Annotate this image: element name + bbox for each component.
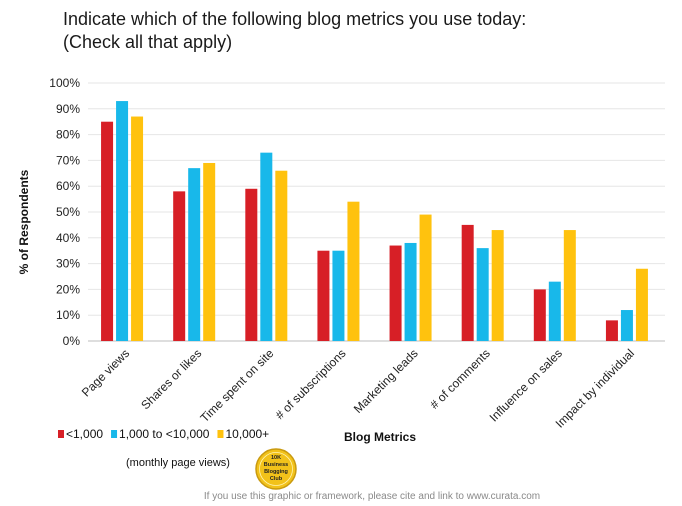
club-badge: 10K Business Blogging Club [255, 448, 297, 490]
bar [548, 281, 561, 341]
footer-credit: If you use this graphic or framework, pl… [204, 491, 540, 502]
bar [563, 230, 576, 341]
bar [188, 168, 201, 341]
y-tick-label: 50% [56, 205, 80, 219]
legend-label: 1,000 to <10,000 [119, 427, 210, 441]
bars [101, 101, 648, 341]
bar [605, 320, 618, 341]
x-tick-label: Time spent on site [198, 346, 277, 425]
badge-line-1: 10K [271, 455, 281, 461]
legend-swatch [111, 430, 118, 438]
x-tick-label: # of comments [427, 346, 493, 412]
y-axis-ticks: 0% 10% 20% 30% 40% 50% 60% 70% 80% 90% 100% [49, 76, 80, 348]
y-tick-label: 10% [56, 308, 80, 322]
bar [491, 230, 504, 341]
y-tick-label: 40% [56, 231, 80, 245]
bar [173, 191, 186, 341]
x-axis-title: Blog Metrics [344, 430, 416, 444]
bar [620, 310, 633, 341]
legend-label: 10,000+ [225, 427, 269, 441]
bar [131, 116, 144, 341]
chart-title-line-2: (Check all that apply) [63, 32, 232, 52]
legend: <1,000 1,000 to <10,000 10,000+ [58, 427, 269, 441]
badge-circle [255, 448, 297, 490]
bar [389, 245, 402, 341]
bar [101, 121, 114, 341]
bar [461, 224, 474, 341]
legend-label: <1,000 [66, 427, 103, 441]
y-tick-label: 30% [56, 257, 80, 271]
bar [116, 101, 129, 341]
x-tick-label: # of subscriptions [273, 346, 349, 422]
chart-title-line-1: Indicate which of the following blog met… [63, 9, 526, 29]
y-tick-label: 100% [49, 76, 80, 90]
legend-note: (monthly page views) [126, 457, 230, 469]
y-tick-label: 80% [56, 128, 80, 142]
x-tick-label: Marketing leads [351, 346, 421, 416]
bar [476, 248, 489, 341]
x-tick-label: Shares or likes [138, 346, 204, 412]
legend-swatch [217, 430, 224, 438]
bar [419, 214, 432, 341]
bar [332, 250, 345, 341]
badge-line-3: Blogging [264, 469, 288, 475]
x-tick-label: Influence on sales [487, 346, 565, 424]
badge-ring [259, 452, 293, 486]
bar [533, 289, 546, 341]
bar [245, 188, 258, 341]
bar [260, 152, 273, 341]
bar [275, 170, 288, 341]
chart-title: Indicate which of the following blog met… [63, 9, 526, 52]
bar [347, 201, 360, 341]
y-tick-label: 60% [56, 179, 80, 193]
badge-line-2: Business [264, 462, 288, 468]
badge-line-4: Club [270, 476, 283, 482]
x-tick-label: Impact by individual [553, 346, 637, 430]
y-axis-title: % of Respondents [17, 169, 31, 274]
y-tick-label: 20% [56, 282, 80, 296]
bar [317, 250, 330, 341]
y-tick-label: 0% [63, 334, 81, 348]
bar [203, 162, 216, 341]
bar [635, 268, 648, 341]
y-tick-label: 90% [56, 102, 80, 116]
y-tick-label: 70% [56, 153, 80, 167]
bar [404, 242, 417, 341]
x-tick-label: Page views [79, 346, 132, 399]
legend-swatch [58, 430, 64, 438]
